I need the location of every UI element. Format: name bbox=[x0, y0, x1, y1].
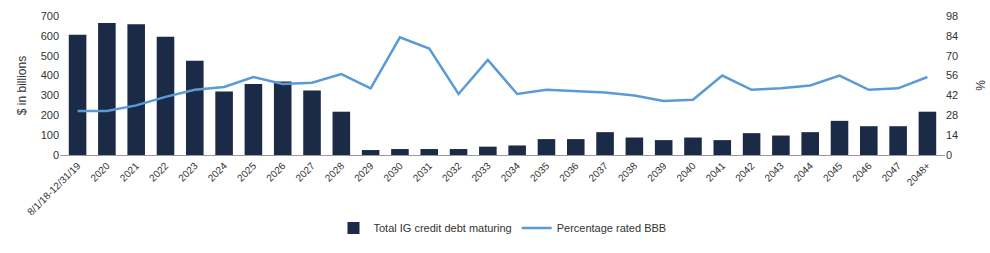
svg-text:2026: 2026 bbox=[264, 160, 288, 184]
svg-text:98: 98 bbox=[946, 10, 958, 22]
svg-text:2042: 2042 bbox=[733, 160, 757, 184]
svg-text:2023: 2023 bbox=[176, 160, 200, 184]
svg-text:600: 600 bbox=[41, 30, 59, 42]
svg-text:300: 300 bbox=[41, 89, 59, 101]
svg-text:2031: 2031 bbox=[411, 160, 435, 184]
svg-text:2032: 2032 bbox=[440, 160, 464, 184]
svg-text:2039: 2039 bbox=[645, 160, 669, 184]
svg-text:2035: 2035 bbox=[528, 160, 552, 184]
svg-text:%: % bbox=[974, 80, 988, 91]
svg-text:2033: 2033 bbox=[469, 160, 493, 184]
svg-text:200: 200 bbox=[41, 109, 59, 121]
svg-text:2045: 2045 bbox=[821, 160, 845, 184]
svg-text:0: 0 bbox=[53, 149, 59, 161]
svg-text:2020: 2020 bbox=[88, 160, 112, 184]
svg-text:28: 28 bbox=[946, 109, 958, 121]
svg-text:2021: 2021 bbox=[118, 160, 142, 184]
svg-text:2024: 2024 bbox=[206, 160, 230, 184]
svg-text:2034: 2034 bbox=[499, 160, 523, 184]
svg-text:Total IG credit debt maturing: Total IG credit debt maturing bbox=[374, 222, 512, 234]
svg-text:2046: 2046 bbox=[850, 160, 874, 184]
svg-text:2036: 2036 bbox=[557, 160, 581, 184]
svg-text:Percentage rated BBB: Percentage rated BBB bbox=[557, 222, 666, 234]
svg-text:700: 700 bbox=[41, 10, 59, 22]
svg-text:42: 42 bbox=[946, 89, 958, 101]
svg-text:56: 56 bbox=[946, 69, 958, 81]
svg-text:2040: 2040 bbox=[674, 160, 698, 184]
svg-text:$ in billions: $ in billions bbox=[15, 56, 29, 115]
svg-text:500: 500 bbox=[41, 50, 59, 62]
svg-text:70: 70 bbox=[946, 50, 958, 62]
svg-text:400: 400 bbox=[41, 69, 59, 81]
svg-text:2038: 2038 bbox=[616, 160, 640, 184]
svg-text:2029: 2029 bbox=[352, 160, 376, 184]
svg-text:2043: 2043 bbox=[762, 160, 786, 184]
svg-text:2044: 2044 bbox=[792, 160, 816, 184]
svg-text:2041: 2041 bbox=[704, 160, 728, 184]
svg-text:2048+: 2048+ bbox=[905, 160, 933, 188]
svg-text:2027: 2027 bbox=[293, 160, 317, 184]
svg-text:84: 84 bbox=[946, 30, 958, 42]
svg-text:2047: 2047 bbox=[880, 160, 904, 184]
svg-text:100: 100 bbox=[41, 129, 59, 141]
svg-text:8/1/18-12/31/19: 8/1/18-12/31/19 bbox=[25, 160, 83, 218]
svg-text:2025: 2025 bbox=[235, 160, 259, 184]
svg-text:2022: 2022 bbox=[147, 160, 171, 184]
svg-text:0: 0 bbox=[946, 149, 952, 161]
svg-text:2028: 2028 bbox=[323, 160, 347, 184]
svg-text:2030: 2030 bbox=[381, 160, 405, 184]
svg-text:2037: 2037 bbox=[587, 160, 611, 184]
svg-text:14: 14 bbox=[946, 129, 958, 141]
